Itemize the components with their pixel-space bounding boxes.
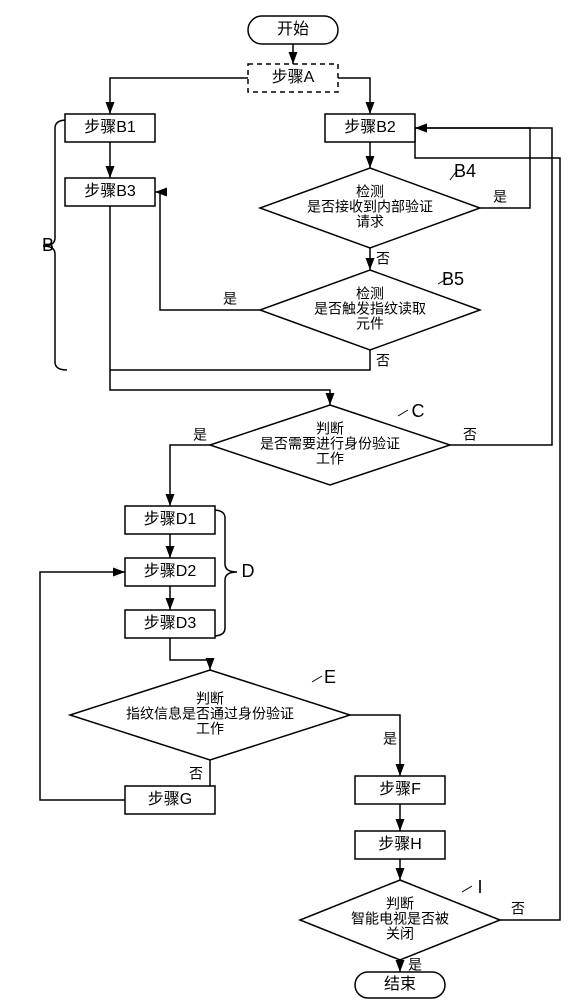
node-stepH: 步骤H xyxy=(355,831,445,859)
label-B: B xyxy=(42,235,54,255)
node-start: 开始 xyxy=(248,16,338,44)
node-text-diaB4-0: 检测 xyxy=(356,184,384,200)
node-text-stepD2: 步骤D2 xyxy=(144,562,197,580)
edge-label-e22: 是 xyxy=(408,957,422,973)
node-stepF: 步骤F xyxy=(355,776,445,804)
node-text-stepD3: 步骤D3 xyxy=(144,614,197,632)
label-B5: B5 xyxy=(442,269,464,289)
node-text-diaB5-0: 检测 xyxy=(356,286,384,302)
node-text-diaB4-2: 请求 xyxy=(356,214,384,230)
node-stepD2: 步骤D2 xyxy=(125,558,215,586)
flowchart-canvas: 是否是否是否是否否是开始步骤A步骤B1步骤B2步骤B3检测是否接收到内部验证请求… xyxy=(0,0,587,1000)
label-D: D xyxy=(242,561,255,581)
node-text-stepB2: 步骤B2 xyxy=(344,118,396,136)
node-text-diaE-1: 指纹信息是否通过身份验证 xyxy=(126,706,294,722)
edge-label-e17: 否 xyxy=(189,766,203,782)
edge-label-e21: 否 xyxy=(511,901,525,917)
node-text-diaI-0: 判断 xyxy=(386,896,414,912)
label-I: I xyxy=(477,877,482,897)
node-stepD3: 步骤D3 xyxy=(125,610,215,638)
node-text-diaC-1: 是否需要进行身份验证 xyxy=(260,436,400,452)
node-text-stepB3: 步骤B3 xyxy=(84,182,136,200)
node-text-diaC-0: 判断 xyxy=(316,421,344,437)
node-text-stepD1: 步骤D1 xyxy=(144,510,197,528)
node-text-start: 开始 xyxy=(277,20,309,38)
node-text-stepH: 步骤H xyxy=(378,835,422,853)
node-text-diaI-2: 关闭 xyxy=(386,926,414,942)
node-text-diaE-2: 工作 xyxy=(196,721,224,737)
node-text-stepG: 步骤G xyxy=(148,790,192,808)
node-text-stepA: 步骤A xyxy=(272,68,315,86)
edge-label-e11: 是 xyxy=(193,427,207,443)
edge-label-e8: 是 xyxy=(223,291,237,307)
node-stepB2: 步骤B2 xyxy=(325,114,415,142)
node-stepD1: 步骤D1 xyxy=(125,506,215,534)
node-stepA: 步骤A xyxy=(248,64,338,92)
edge-label-e9: 否 xyxy=(376,353,390,369)
node-end: 结束 xyxy=(355,972,445,998)
edge-label-e6: 是 xyxy=(493,189,507,205)
node-stepG: 步骤G xyxy=(125,786,215,814)
node-text-diaB4-1: 是否接收到内部验证 xyxy=(307,199,433,215)
node-text-diaI-1: 智能电视是否被 xyxy=(351,911,449,927)
node-text-diaE-0: 判断 xyxy=(196,691,224,707)
node-text-stepF: 步骤F xyxy=(379,780,421,798)
node-text-diaB5-1: 是否触发指纹读取 xyxy=(314,301,426,317)
edge-label-e16: 是 xyxy=(383,731,397,747)
edge-label-e12: 否 xyxy=(463,427,477,443)
node-text-diaC-2: 工作 xyxy=(316,451,344,467)
edge-label-e7: 否 xyxy=(376,251,390,267)
node-text-stepB1: 步骤B1 xyxy=(84,118,136,136)
node-stepB3: 步骤B3 xyxy=(65,178,155,206)
label-C: C xyxy=(412,401,425,421)
label-B4: B4 xyxy=(454,161,476,181)
node-text-end: 结束 xyxy=(384,975,416,993)
node-text-diaB5-2: 元件 xyxy=(356,316,384,332)
label-E: E xyxy=(324,667,336,687)
node-stepB1: 步骤B1 xyxy=(65,114,155,142)
